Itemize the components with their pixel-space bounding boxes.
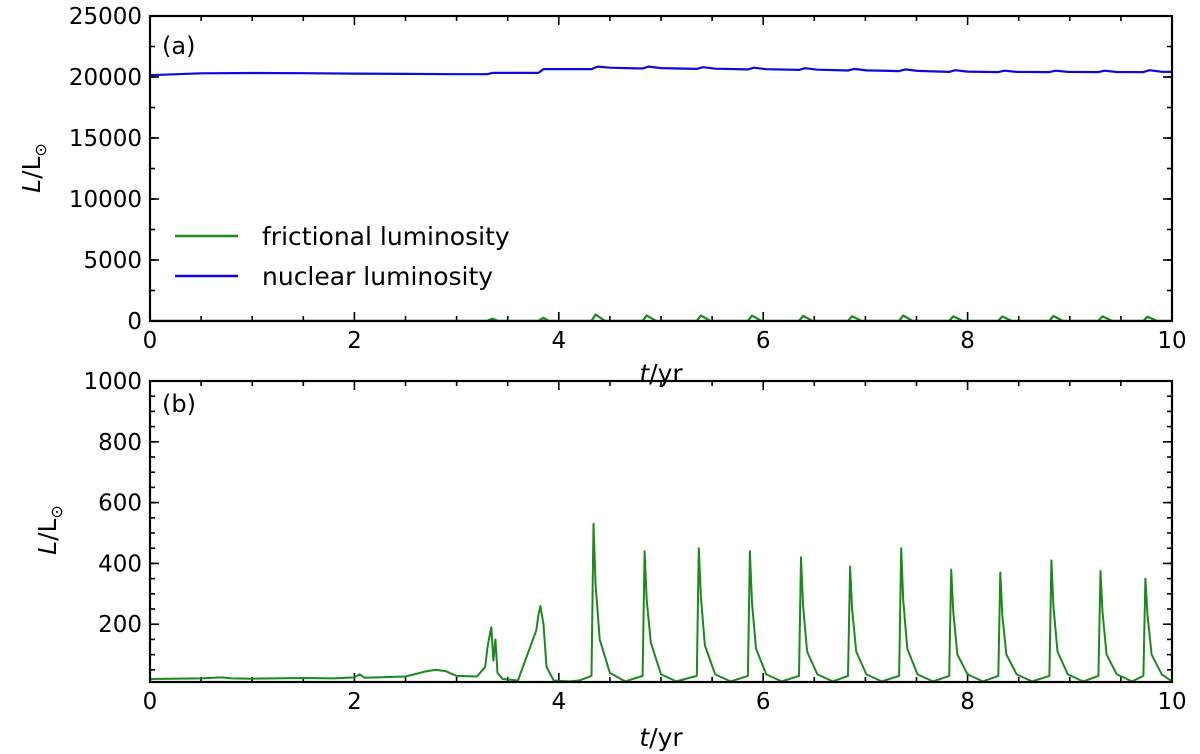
panel-b-ytick-label-2: 600 — [98, 491, 142, 517]
panel-a-ytick-label-0: 0 — [127, 309, 142, 335]
panel-b-tag: (b) — [162, 390, 196, 418]
panel-b-frame — [148, 379, 1174, 684]
panel-a-xtick-label-5: 10 — [1157, 328, 1186, 354]
panel-b-ytick-label-3: 800 — [98, 430, 142, 456]
panel-b-ylabel-unit: /L — [33, 518, 62, 540]
panel-a-ytick-label-5: 25000 — [69, 4, 142, 30]
panel-a-xtick-label-4: 8 — [960, 328, 975, 354]
panel-b-ytick-label-0: 200 — [98, 612, 142, 638]
panel-a-xtick-label-2: 4 — [551, 328, 566, 354]
panel-b-xtick-label-2: 4 — [551, 689, 566, 715]
panel-a-xtick-label-0: 0 — [143, 328, 158, 354]
panel-a-frame — [148, 14, 1174, 323]
legend: frictional luminosity nuclear luminosity — [175, 222, 510, 291]
panel-a-tick-labels: 0 2 4 6 8 10 0 5000 10000 15000 20000 25000 — [69, 4, 1187, 354]
panel-a-ytick-label-4: 20000 — [69, 65, 142, 91]
panel-b: 0 2 4 6 8 10 200 400 600 800 1000 (b) t/yr L/L⊙ — [33, 369, 1187, 752]
panel-a-xlabel-var: t — [639, 359, 650, 388]
panel-a-tag: (a) — [162, 32, 195, 60]
panel-a: 0 2 4 6 8 10 0 5000 10000 15000 20000 25000 (a) t/y… — [17, 4, 1187, 388]
panel-b-series — [149, 522, 1173, 683]
panel-b-xtick-label-1: 2 — [347, 689, 362, 715]
panel-a-xlabel-unit: /yr — [649, 359, 683, 388]
panel-b-ylabel-sub: ⊙ — [47, 505, 66, 518]
panel-a-ylabel-unit: /L — [17, 156, 46, 178]
panel-a-xlabel: t/yr — [639, 359, 683, 388]
legend-label-nuclear: nuclear luminosity — [262, 262, 493, 291]
panel-b-ylabel: L/L⊙ — [33, 505, 66, 555]
panel-b-xlabel-var: t — [639, 723, 650, 752]
panel-b-xtick-label-5: 10 — [1157, 689, 1186, 715]
panel-b-xtick-label-4: 8 — [960, 689, 975, 715]
panel-a-ytick-label-2: 10000 — [69, 187, 142, 213]
panel-b-xlabel-unit: /yr — [649, 723, 683, 752]
panel-b-ticks — [149, 380, 1173, 682]
panel-b-xtick-label-3: 6 — [756, 689, 771, 715]
panel-a-ylabel-var: L — [17, 179, 46, 193]
panel-a-ytick-label-3: 15000 — [69, 126, 142, 152]
panel-a-ylabel: L/L⊙ — [17, 143, 50, 193]
panel-a-xtick-label-3: 6 — [756, 328, 771, 354]
panel-b-xlabel: t/yr — [639, 723, 683, 752]
panel-a-series-1-line — [149, 65, 1173, 77]
panel-b-ytick-label-1: 400 — [98, 551, 142, 577]
panel-b-ylabel-var: L — [33, 541, 62, 555]
panel-a-ylabel-sub: ⊙ — [31, 143, 50, 156]
panel-a-xtick-label-1: 2 — [347, 328, 362, 354]
legend-label-frictional: frictional luminosity — [262, 222, 510, 251]
panel-b-series-0-line — [149, 522, 1173, 683]
panel-b-tick-labels: 0 2 4 6 8 10 200 400 600 800 1000 — [83, 369, 1186, 715]
panel-b-ytick-label-4: 1000 — [83, 369, 142, 395]
panel-b-xtick-label-0: 0 — [143, 689, 158, 715]
panel-a-ytick-label-1: 5000 — [83, 248, 142, 274]
